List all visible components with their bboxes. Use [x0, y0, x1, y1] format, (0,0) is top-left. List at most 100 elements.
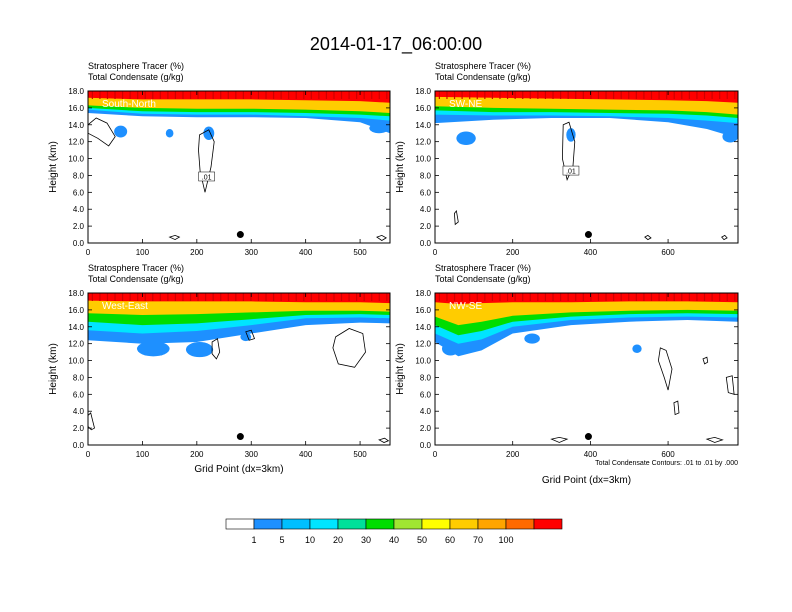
y-tick-label: 0.0	[420, 239, 432, 248]
condensate-contour	[88, 117, 116, 147]
colorbar-legend: 1 5 10 20 30 40 50 60 70 100	[225, 518, 563, 545]
colorbar-level-label: 100	[498, 535, 513, 545]
y-tick-label: 16.0	[68, 104, 84, 113]
colorbar-level-label: 30	[361, 535, 371, 545]
tracer-streak	[529, 91, 531, 99]
tracer-streak	[711, 91, 713, 99]
tracer-streak	[371, 91, 373, 99]
tracer-streak	[514, 91, 516, 99]
tracer-streak	[356, 91, 358, 99]
panel-label: NW-SE	[449, 301, 482, 312]
tracer-streak	[461, 91, 463, 99]
y-tick-label: 6.0	[73, 188, 85, 197]
tracer-streak	[333, 293, 335, 301]
condensate-contour	[673, 400, 680, 416]
condensate-contour	[550, 436, 569, 443]
tracer-streak	[129, 91, 131, 99]
y-tick-label: 4.0	[73, 407, 85, 416]
tracer-streak	[514, 293, 516, 301]
tracer-streak	[174, 293, 177, 301]
tracer-streak	[106, 293, 109, 301]
colorbar-swatch	[225, 518, 255, 530]
tracer-blob	[369, 123, 389, 134]
tracer-streak	[605, 91, 607, 99]
tracer-streak	[529, 293, 531, 301]
tracer-streak	[235, 293, 237, 301]
tracer-blob	[524, 333, 540, 344]
tracer-streak	[310, 91, 312, 99]
tracer-streak	[620, 91, 622, 99]
x-axis-label: Grid Point (dx=3km)	[194, 464, 283, 475]
y-tick-label: 0.0	[73, 239, 85, 248]
colorbar-swatch	[421, 518, 451, 530]
tracer-streak	[99, 293, 101, 301]
tracer-streak	[159, 293, 161, 301]
tracer-streak	[635, 91, 637, 99]
y-tick-label: 12.0	[68, 138, 84, 147]
tracer-streak	[371, 293, 373, 301]
condensate-contour	[644, 234, 652, 241]
y-tick-label: 18.0	[68, 87, 84, 96]
tracer-layer-90	[88, 293, 390, 304]
condensate-contour	[211, 337, 221, 360]
tracer-streak	[137, 293, 139, 301]
tracer-streak	[378, 293, 380, 301]
tracer-streak	[378, 91, 380, 99]
tracer-streak	[265, 293, 267, 301]
panel-west-east: West-East Stratosphere Tracer (%)Total Co…	[48, 263, 391, 475]
colorbar-swatch	[477, 518, 507, 530]
tracer-streak	[499, 91, 501, 99]
tracer-streak	[446, 293, 448, 301]
tracer-streak	[567, 91, 569, 99]
y-tick-label: 10.0	[415, 357, 431, 366]
x-tick-label: 100	[136, 450, 150, 459]
colorbar-swatch	[337, 518, 367, 530]
panel-label: SW-NE	[449, 99, 482, 110]
tracer-streak	[559, 293, 562, 301]
colorbar-level-label: 20	[333, 535, 343, 545]
condensate-contour	[705, 436, 724, 443]
tracer-streak	[129, 293, 131, 301]
tracer-streak	[189, 91, 192, 99]
condensate-contour	[332, 328, 366, 368]
tracer-streak	[205, 293, 207, 301]
tracer-blob	[722, 130, 738, 143]
plot-frame	[87, 292, 391, 446]
colorbar-swatch	[505, 518, 535, 530]
tracer-streak	[348, 91, 350, 99]
y-tick-label: 0.0	[73, 441, 85, 450]
contour-label-box	[198, 171, 215, 182]
y-tick-label: 16.0	[415, 104, 431, 113]
plot-frame	[434, 292, 739, 446]
tracer-streak	[197, 91, 199, 99]
colorbar-level-label: 5	[279, 535, 284, 545]
tracer-streak	[703, 91, 706, 99]
x-tick-label: 200	[506, 248, 520, 257]
tracer-streak	[696, 293, 698, 301]
x-tick-label: 200	[190, 248, 204, 257]
tracer-blob	[185, 341, 214, 358]
panel-label: South-North	[102, 99, 156, 110]
tracer-layer-90	[88, 91, 390, 103]
tracer-blob	[632, 344, 642, 353]
tracer-streak	[144, 293, 146, 301]
tracer-streak	[318, 293, 320, 301]
tracer-streak	[628, 91, 630, 99]
x-tick-label: 400	[299, 450, 313, 459]
tracer-streak	[506, 91, 509, 99]
tracer-streak	[167, 293, 169, 301]
tracer-streak	[461, 293, 463, 301]
plot-content: .01	[435, 91, 738, 241]
x-axis-label: Grid Point (dx=3km)	[542, 475, 631, 486]
x-tick-label: 200	[190, 450, 204, 459]
tracer-streak	[613, 293, 615, 301]
condensate-contour	[378, 437, 390, 443]
plot-content: .01	[88, 91, 390, 241]
tracer-streak	[303, 293, 305, 301]
tracer-streak	[613, 91, 615, 99]
y-axis-label: Height (km)	[48, 343, 59, 395]
y-tick-label: 14.0	[68, 323, 84, 332]
y-tick-label: 18.0	[68, 289, 84, 298]
y-tick-label: 4.0	[420, 407, 432, 416]
